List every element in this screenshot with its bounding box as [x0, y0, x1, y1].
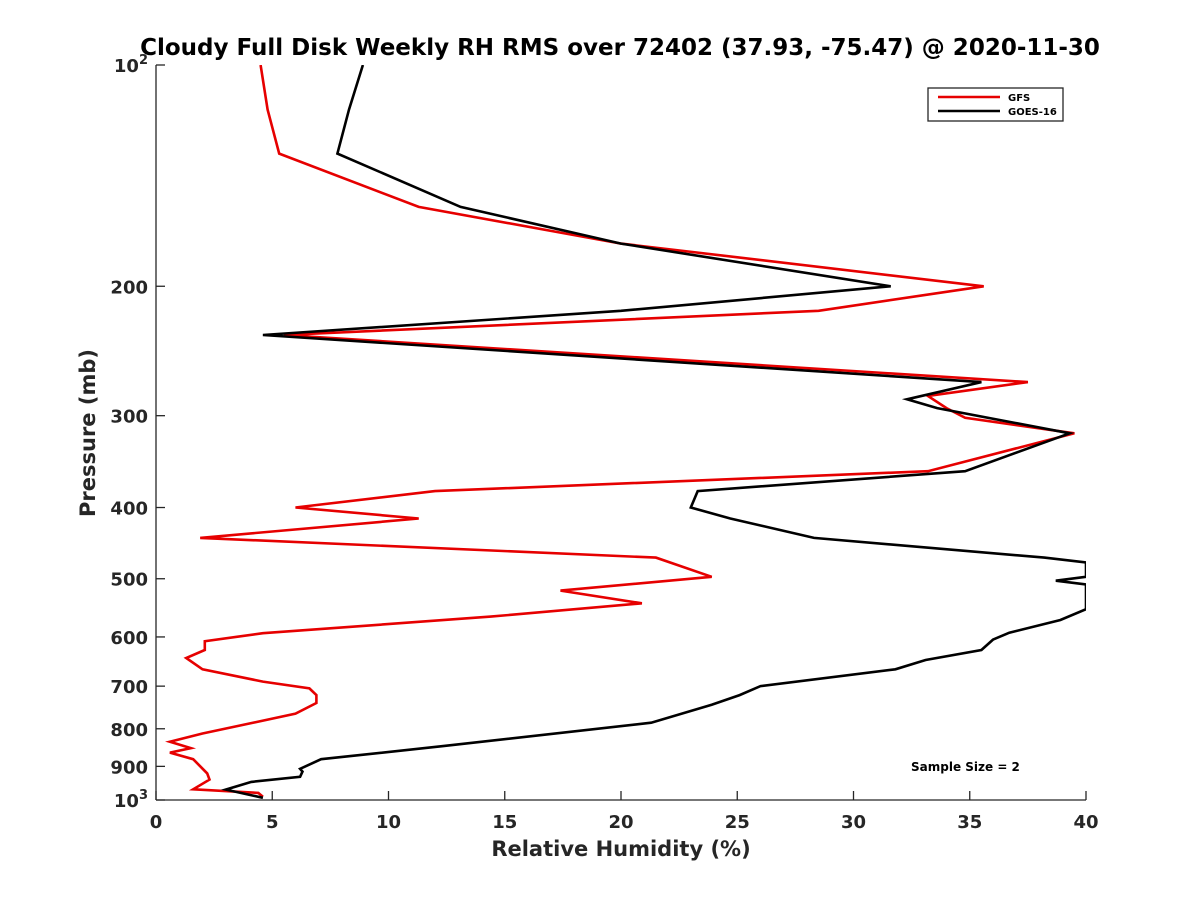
x-tick-label: 10 [376, 812, 401, 833]
x-tick-label: 35 [957, 812, 982, 833]
legend-box [927, 87, 1064, 122]
y-tick-label: 800 [110, 720, 148, 741]
x-axis-label: Relative Humidity (%) [491, 837, 750, 861]
y-axis-label: Pressure (mb) [76, 349, 100, 517]
y-tick-label: 900 [110, 757, 148, 778]
x-tick-label: 25 [725, 812, 750, 833]
sample-size-annotation: Sample Size = 2 [911, 760, 1020, 774]
y-tick-label: 300 [110, 407, 148, 428]
x-tick-label: 5 [266, 812, 279, 833]
legend: GFS GOES-16 [927, 87, 1064, 122]
y-tick-label: 103 [114, 788, 148, 812]
x-tick-label: 20 [608, 812, 633, 833]
y-tick-label: 700 [110, 677, 148, 698]
y-tick-label: 500 [110, 570, 148, 591]
x-tick-label: 0 [150, 812, 163, 833]
x-tick-label: 30 [841, 812, 866, 833]
series-line-goes-16 [220, 65, 1086, 800]
y-tick-label: 600 [110, 628, 148, 649]
legend-label-goes-16: GOES-16 [1008, 107, 1057, 118]
x-tick-label: 15 [492, 812, 517, 833]
y-tick-label: 200 [110, 277, 148, 298]
legend-label-gfs: GFS [1008, 93, 1030, 104]
y-tick-label: 102 [114, 53, 148, 77]
series-layer [165, 65, 1086, 800]
series-line-gfs [165, 65, 1075, 798]
axes-layer: 0 5 10 15 20 25 30 35 40 102 200 300 400 500 600 700 800… [110, 53, 1098, 833]
chart-title: Cloudy Full Disk Weekly RH RMS over 7240… [140, 35, 1100, 61]
x-tick-label: 40 [1073, 812, 1098, 833]
y-tick-label: 400 [110, 499, 148, 520]
